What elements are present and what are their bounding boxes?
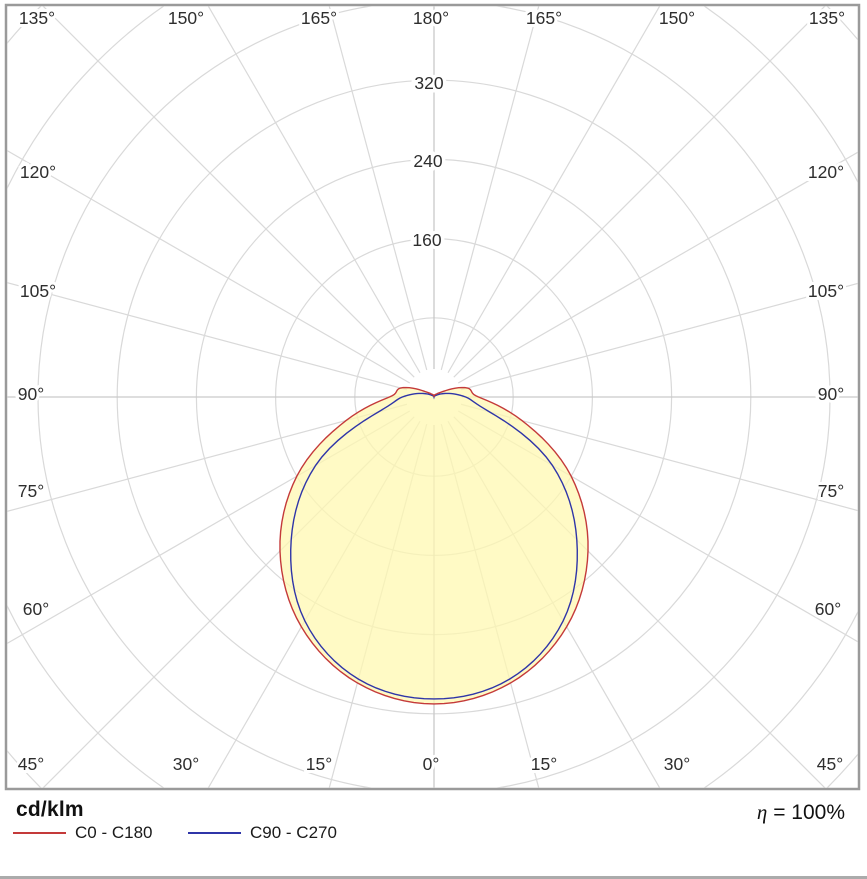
angle-label: 75°	[18, 481, 44, 501]
efficiency-label: η = 100%	[757, 800, 845, 825]
legend-item-c0-c180: C0 - C180	[13, 821, 152, 845]
angle-label: 165°	[526, 8, 562, 28]
angle-label: 30°	[173, 754, 199, 774]
grid-spoke	[447, 6, 661, 374]
angle-label: 0°	[423, 754, 440, 774]
angle-label: 15°	[531, 754, 557, 774]
angle-label: 90°	[18, 384, 44, 404]
efficiency-text: = 100%	[773, 801, 845, 824]
legend-label-c0-c180: C0 - C180	[75, 823, 153, 842]
angle-label: 45°	[817, 754, 843, 774]
angle-label: 105°	[808, 281, 844, 301]
angle-label: 165°	[301, 8, 337, 28]
grid-spoke	[453, 6, 826, 378]
curve-c0-c180	[279, 386, 589, 705]
angle-label: 150°	[168, 8, 204, 28]
intensity-fill-area	[279, 387, 589, 704]
grid-spoke	[460, 282, 858, 391]
radial-tick-labels: 160 240 320	[409, 70, 447, 254]
angle-label: 60°	[23, 599, 49, 619]
legend: C0 - C180 C90 - C270	[0, 821, 867, 845]
grid-spoke	[42, 6, 415, 378]
grid-spoke	[460, 403, 858, 512]
grid-spoke	[328, 6, 428, 371]
legend-item-c90-c270: C90 - C270	[188, 821, 337, 845]
units-label: cd/klm	[16, 798, 84, 821]
angle-label: 30°	[664, 754, 690, 774]
angle-label: 105°	[20, 281, 56, 301]
plot-frame	[4, 3, 861, 791]
grid-spoke	[207, 6, 421, 374]
radial-tick-label: 240	[413, 151, 442, 171]
angle-label: 135°	[19, 8, 55, 28]
eta-symbol: η	[756, 800, 768, 824]
angle-label: 180°	[413, 8, 449, 28]
angle-label: 150°	[659, 8, 695, 28]
radial-tick-label: 320	[414, 73, 443, 93]
curve-c90-c270	[290, 392, 578, 700]
angle-label: 120°	[808, 162, 844, 182]
grid-spoke	[457, 151, 858, 384]
grid-spoke	[7, 150, 411, 384]
legend-label-c90-c270: C90 - C270	[250, 823, 337, 842]
window-bottom-edge	[0, 876, 867, 879]
legend-strip: cd/klm η = 100% C0 - C180 C90 - C270	[0, 791, 867, 877]
grid-spoke	[7, 403, 408, 512]
intensity-curves	[279, 386, 589, 705]
angle-label: 75°	[818, 481, 844, 501]
legend-swatch-c0-c180	[13, 832, 66, 834]
angle-label: 60°	[815, 599, 841, 619]
grid-spoke	[440, 6, 540, 371]
intensity-fill	[279, 387, 589, 704]
angle-label: 135°	[809, 8, 845, 28]
angle-label: 120°	[20, 162, 56, 182]
legend-swatch-c90-c270	[188, 832, 241, 834]
grid-spoke	[7, 282, 408, 391]
angle-labels: 135° 150° 165° 180° 165° 150° 135° 120° 105° 90° 7…	[15, 5, 848, 777]
radial-tick-label: 160	[412, 230, 441, 250]
angle-label: 15°	[306, 754, 332, 774]
angle-label: 90°	[818, 384, 844, 404]
angle-label: 45°	[18, 754, 44, 774]
